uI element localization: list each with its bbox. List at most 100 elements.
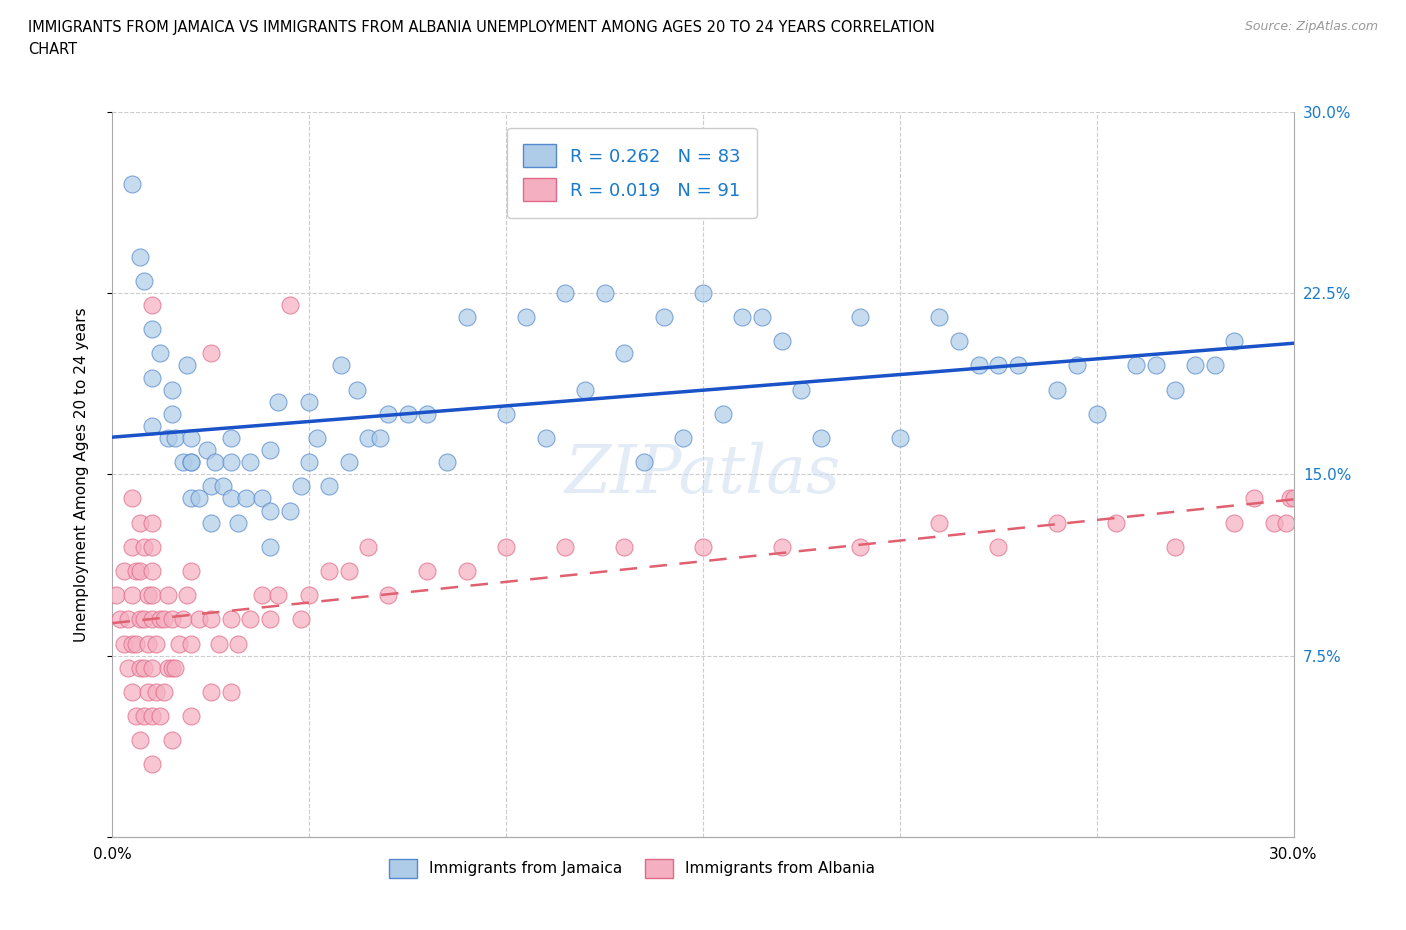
Point	[125, 564, 148, 578]
Point	[849, 310, 872, 325]
Point	[200, 346, 222, 361]
Point	[121, 491, 143, 506]
Point	[456, 310, 478, 325]
Point	[849, 539, 872, 554]
Point	[235, 491, 257, 506]
Point	[160, 660, 183, 675]
Point	[495, 539, 517, 554]
Point	[180, 455, 202, 470]
Point	[211, 479, 233, 494]
Point	[136, 588, 159, 603]
Point	[129, 249, 152, 264]
Point	[672, 431, 695, 445]
Point	[141, 660, 163, 675]
Point	[1204, 358, 1226, 373]
Point	[290, 479, 312, 494]
Point	[219, 455, 242, 470]
Point	[239, 455, 262, 470]
Point	[200, 684, 222, 699]
Point	[928, 310, 950, 325]
Point	[110, 612, 132, 627]
Point	[121, 588, 143, 603]
Point	[141, 539, 163, 554]
Point	[298, 455, 321, 470]
Point	[346, 382, 368, 397]
Point	[1164, 382, 1187, 397]
Point	[1164, 539, 1187, 554]
Point	[770, 539, 793, 554]
Point	[152, 684, 174, 699]
Point	[554, 286, 576, 300]
Point	[987, 358, 1010, 373]
Point	[200, 515, 222, 530]
Point	[613, 539, 636, 554]
Point	[948, 334, 970, 349]
Point	[208, 636, 231, 651]
Point	[141, 612, 163, 627]
Point	[200, 612, 222, 627]
Point	[125, 636, 148, 651]
Point	[318, 564, 340, 578]
Point	[239, 612, 262, 627]
Point	[928, 515, 950, 530]
Point	[165, 660, 187, 675]
Point	[967, 358, 990, 373]
Point	[176, 358, 198, 373]
Point	[180, 564, 202, 578]
Point	[160, 612, 183, 627]
Point	[180, 455, 202, 470]
Point	[692, 539, 714, 554]
Point	[121, 539, 143, 554]
Point	[149, 612, 172, 627]
Point	[368, 431, 391, 445]
Point	[200, 479, 222, 494]
Point	[180, 636, 202, 651]
Point	[132, 539, 155, 554]
Point	[250, 491, 273, 506]
Point	[160, 406, 183, 421]
Point	[156, 431, 179, 445]
Point	[1046, 515, 1069, 530]
Point	[259, 612, 281, 627]
Point	[751, 310, 773, 325]
Point	[172, 455, 194, 470]
Point	[141, 322, 163, 337]
Point	[228, 636, 250, 651]
Point	[377, 588, 399, 603]
Point	[204, 455, 226, 470]
Point	[132, 709, 155, 724]
Point	[307, 431, 329, 445]
Point	[1263, 515, 1285, 530]
Point	[692, 286, 714, 300]
Point	[141, 418, 163, 433]
Point	[149, 709, 172, 724]
Text: ZIPatlas: ZIPatlas	[565, 442, 841, 507]
Point	[456, 564, 478, 578]
Point	[770, 334, 793, 349]
Point	[145, 636, 167, 651]
Point	[790, 382, 813, 397]
Point	[1105, 515, 1128, 530]
Point	[633, 455, 655, 470]
Point	[188, 491, 211, 506]
Point	[145, 684, 167, 699]
Legend: Immigrants from Jamaica, Immigrants from Albania: Immigrants from Jamaica, Immigrants from…	[384, 853, 882, 884]
Point	[357, 431, 380, 445]
Point	[259, 539, 281, 554]
Point	[152, 612, 174, 627]
Point	[129, 564, 152, 578]
Point	[574, 382, 596, 397]
Point	[396, 406, 419, 421]
Point	[298, 588, 321, 603]
Point	[129, 660, 152, 675]
Point	[652, 310, 675, 325]
Point	[129, 612, 152, 627]
Point	[180, 431, 202, 445]
Point	[129, 733, 152, 748]
Point	[1125, 358, 1147, 373]
Point	[731, 310, 754, 325]
Point	[195, 443, 218, 458]
Point	[889, 431, 911, 445]
Point	[117, 612, 139, 627]
Point	[515, 310, 537, 325]
